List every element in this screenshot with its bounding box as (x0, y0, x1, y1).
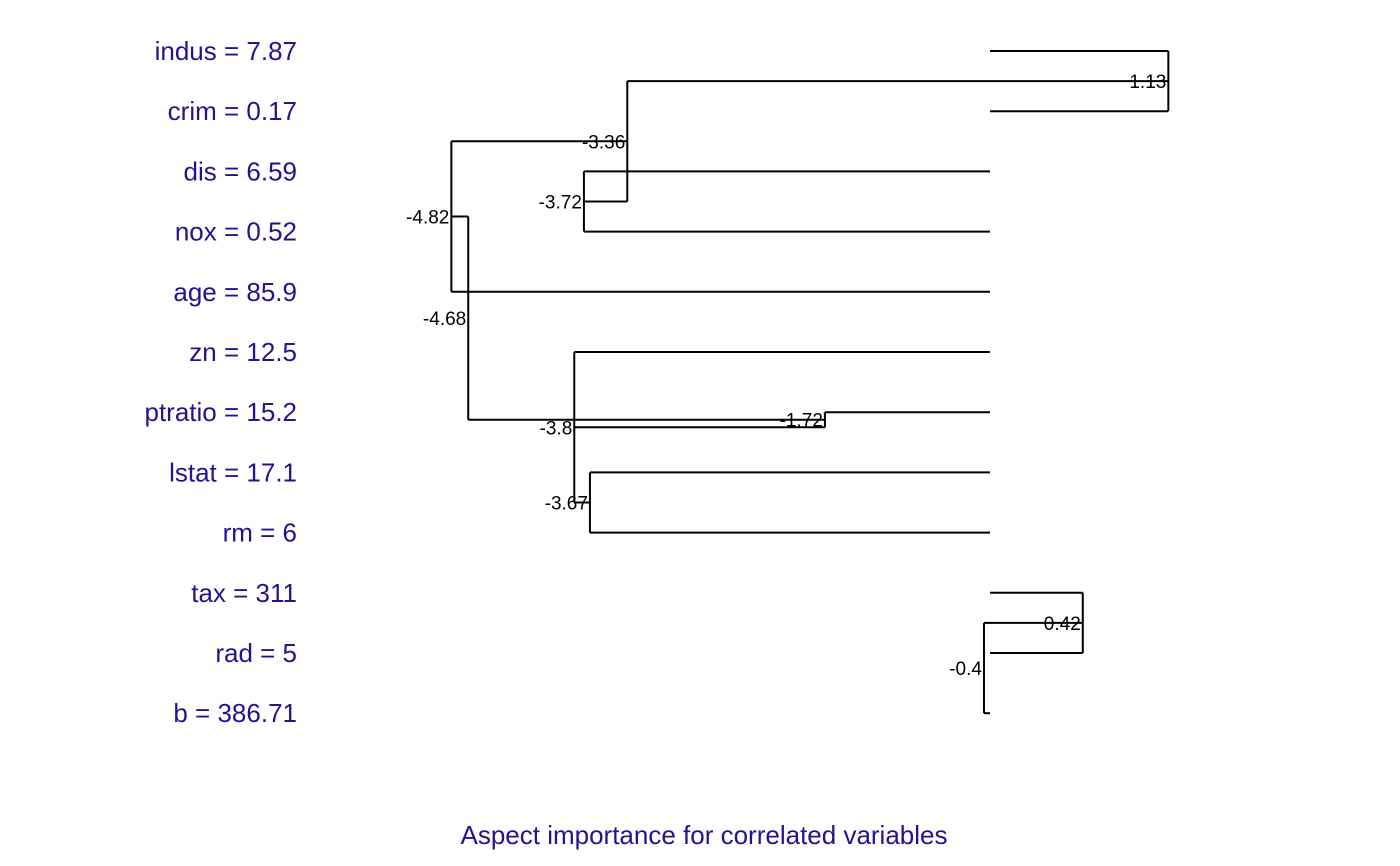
node-label-n5: -3.67 (545, 494, 588, 515)
leaf-label-zn: zn = 12.5 (189, 337, 297, 367)
leaf-label-tax: tax = 311 (191, 578, 297, 608)
node-label-n7: -1.72 (780, 411, 823, 432)
leaf-label-dis: dis = 6.59 (184, 156, 297, 186)
leaf-label-rm: rm = 6 (223, 518, 297, 548)
leaf-label-crim: crim = 0.17 (168, 96, 297, 126)
leaf-label-nox: nox = 0.52 (175, 217, 297, 247)
leaf-label-age: age = 85.9 (173, 277, 297, 307)
node-label-n3: -3.36 (582, 132, 625, 153)
dendrogram-branches (450, 50, 1170, 715)
node-label-n6: -3.8 (540, 418, 573, 439)
node-labels: 1.13 -3.72 -3.36 -4.82 -3.67 -3.8 -1.72 -4.68 0.… (406, 72, 1166, 680)
node-label-n8: -4.68 (423, 309, 466, 330)
chart-caption: Aspect importance for correlated variabl… (460, 820, 947, 850)
node-label-n9: 0.42 (1044, 614, 1081, 635)
leaf-labels: indus = 7.87 crim = 0.17 dis = 6.59 nox = 0… (145, 36, 298, 728)
node-label-n1: 1.13 (1129, 72, 1166, 93)
leaf-label-rad: rad = 5 (215, 638, 297, 668)
leaf-label-indus: indus = 7.87 (155, 36, 297, 66)
leaf-label-ptratio: ptratio = 15.2 (145, 397, 298, 427)
leaf-label-lstat: lstat = 17.1 (169, 457, 297, 487)
leaf-label-b: b = 386.71 (173, 698, 297, 728)
node-label-n4: -4.82 (406, 208, 449, 229)
node-label-n10: -0.4 (949, 659, 982, 680)
node-label-n2: -3.72 (539, 193, 582, 214)
